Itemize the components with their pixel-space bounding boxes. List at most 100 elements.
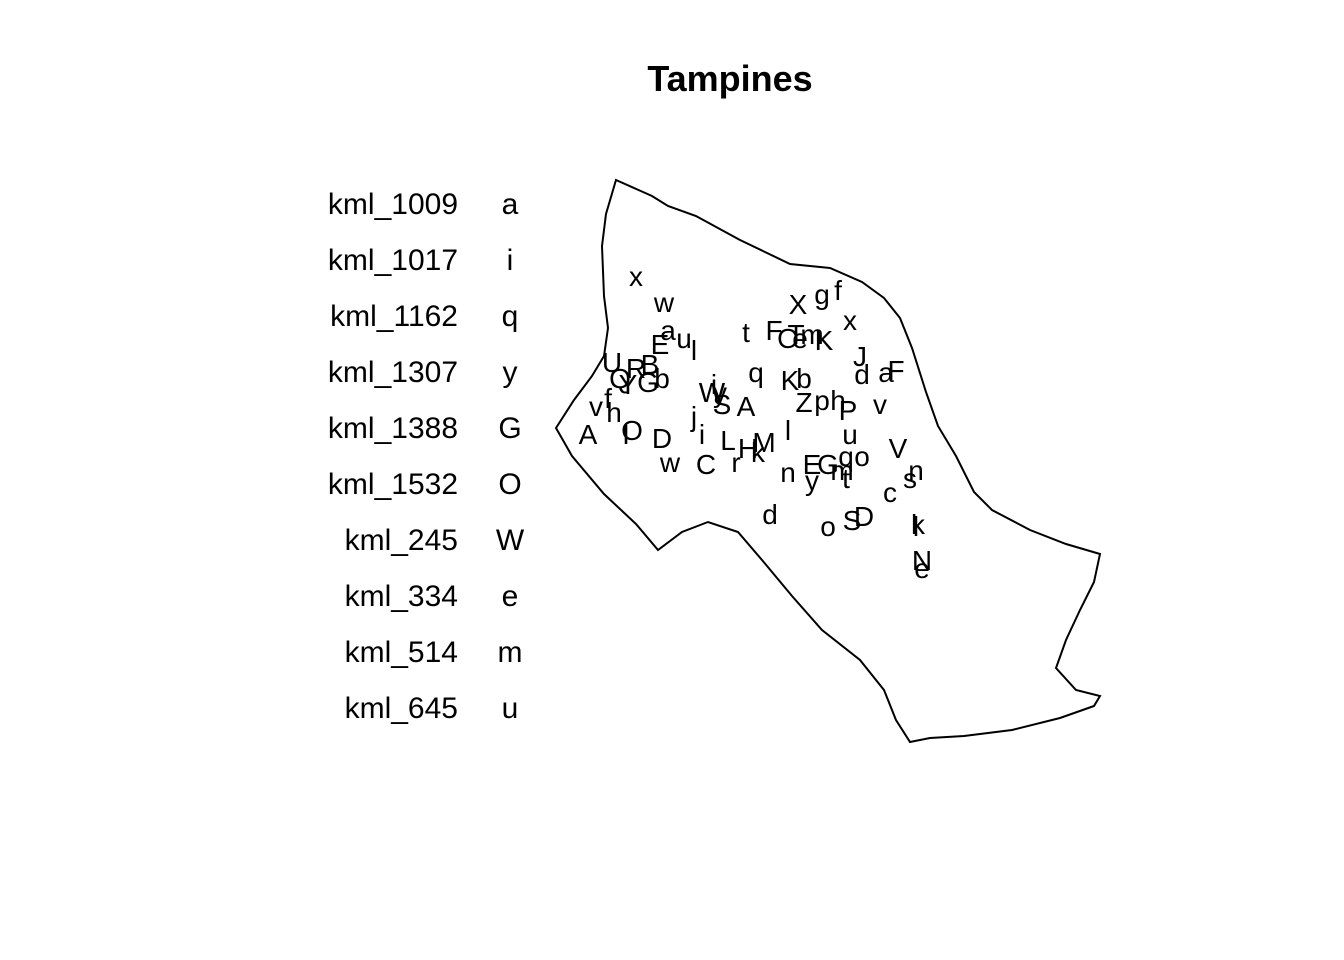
map-point-label: P <box>839 395 858 426</box>
map-point-label: t <box>742 317 750 348</box>
legend-code: m <box>497 636 523 669</box>
map-point-label: M <box>752 427 775 458</box>
legend-name: kml_1307 <box>327 356 458 389</box>
map-point-label: I <box>622 419 630 450</box>
map-point-label: U <box>602 347 622 378</box>
tampines-boundary <box>554 178 1102 744</box>
map-point-label: J <box>853 341 867 372</box>
map-point-label: w <box>653 287 675 318</box>
legend-name: kml_645 <box>344 692 458 725</box>
legend-code: e <box>501 580 519 613</box>
map-point-label: D <box>854 501 874 532</box>
map-point-label: q <box>838 441 854 472</box>
map-point-label: y <box>805 465 819 496</box>
map-point-label: Z <box>795 387 812 418</box>
legend-name: kml_1388 <box>327 412 458 445</box>
map-point-label: y <box>713 377 727 408</box>
map-point-label: f <box>834 275 842 306</box>
legend-code: W <box>495 524 525 557</box>
map-point-label: l <box>913 511 919 542</box>
map-point-label: W <box>699 377 726 408</box>
map-point-label: G <box>817 449 839 480</box>
map-point-label: o <box>854 441 870 472</box>
legend-name: kml_514 <box>344 636 458 669</box>
map-point-label: C <box>696 449 716 480</box>
map-point-label: b <box>654 363 670 394</box>
map-point-label: j <box>690 401 697 432</box>
map-point-label: i <box>699 419 705 450</box>
map-point-label: g <box>814 279 830 310</box>
map-point-label: X <box>789 289 808 320</box>
map-point-label: s <box>903 463 917 494</box>
map-point-label: v <box>589 391 603 422</box>
map-point-label: c <box>883 477 897 508</box>
map-title: Tampines <box>647 58 813 99</box>
map-point-label: h <box>606 397 622 428</box>
map-point-label: O <box>621 415 643 446</box>
legend-name: kml_245 <box>344 524 458 557</box>
map-point-label: h <box>830 385 846 416</box>
map-point-label: k <box>751 437 766 468</box>
map-point-label: Y <box>619 369 638 400</box>
map-point-label: p <box>814 385 830 416</box>
legend-code: i <box>506 244 514 277</box>
map-point-label: u <box>842 419 858 450</box>
map-point-label: H <box>738 433 758 464</box>
map-point-label: m <box>830 455 853 486</box>
legend-code: G <box>498 412 522 445</box>
legend-name: kml_1162 <box>330 300 458 333</box>
map-point-label: K <box>781 365 800 396</box>
map-point-label: F <box>765 315 782 346</box>
map-point-label: u <box>676 323 692 354</box>
map-point-label: d <box>762 499 778 530</box>
map-point-label: l <box>691 335 697 366</box>
map-point-label: V <box>889 433 908 464</box>
map-point-label: i <box>711 369 717 400</box>
map-point-label: R <box>626 353 646 384</box>
map-point-label: e <box>792 323 808 354</box>
map-point-label: e <box>914 553 930 584</box>
legend-code: O <box>498 468 522 501</box>
map-point-label: G <box>637 367 659 398</box>
map-point-label: f <box>604 383 612 414</box>
map-point-label: n <box>780 457 796 488</box>
map-point-label: F <box>887 355 904 386</box>
legend-name: kml_1017 <box>327 244 458 277</box>
legend-name: kml_1009 <box>327 188 458 221</box>
map-point-label: Q <box>609 363 631 394</box>
map-point-label: q <box>748 357 764 388</box>
map-point-label: A <box>579 419 598 450</box>
map-point-label: E <box>803 449 822 480</box>
map-point-label: t <box>842 463 850 494</box>
legend-code: u <box>501 692 519 725</box>
legend-code: a <box>501 188 519 221</box>
map-point-label: K <box>815 325 834 356</box>
map-point-label: T <box>787 319 804 350</box>
map-point-label: L <box>720 425 736 456</box>
map-point-label: o <box>820 511 836 542</box>
map-point-label: S <box>713 389 732 420</box>
map-point-label: E <box>651 329 670 360</box>
map-point-label: D <box>652 423 672 454</box>
map-point-label: N <box>912 545 932 576</box>
map-point-label: x <box>843 305 857 336</box>
map-point-label: A <box>737 391 756 422</box>
map-point-label: m <box>800 319 823 350</box>
map-point-label: l <box>785 415 791 446</box>
legend-code: y <box>502 356 518 389</box>
map-point-label: r <box>731 447 740 478</box>
map-point-label: v <box>873 389 887 420</box>
map-point-label: w <box>659 447 681 478</box>
map-point-label: a <box>878 357 894 388</box>
map-point-label: O <box>777 323 799 354</box>
map-point-label: n <box>908 455 924 486</box>
map-point-label: B <box>641 349 660 380</box>
map-point-label: b <box>796 363 812 394</box>
map-point-label: S <box>843 505 862 536</box>
legend-code: q <box>501 300 519 333</box>
map-point-label: d <box>854 359 870 390</box>
map-point-label: x <box>629 261 643 292</box>
map-point-label: k <box>911 509 926 540</box>
